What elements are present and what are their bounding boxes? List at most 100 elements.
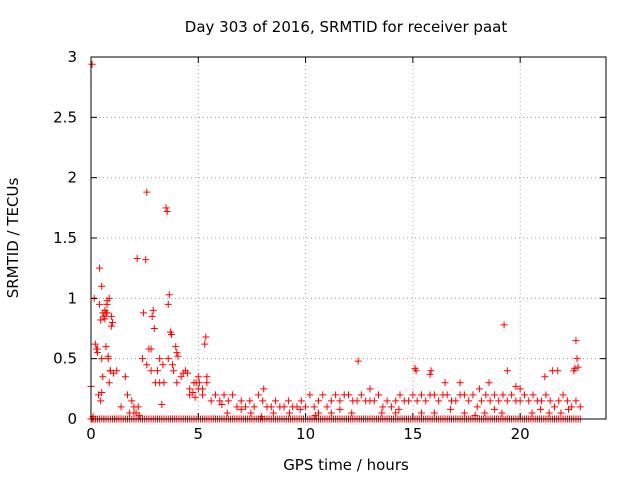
data-point — [512, 382, 520, 390]
data-point — [516, 385, 524, 393]
data-point — [319, 391, 327, 399]
data-point — [559, 391, 567, 399]
data-point — [93, 345, 101, 353]
data-point — [99, 373, 107, 381]
data-point — [537, 405, 545, 413]
data-point — [96, 264, 104, 272]
data-point — [545, 409, 553, 417]
data-point — [297, 397, 305, 405]
data-point — [123, 391, 131, 399]
data-point — [102, 343, 110, 351]
data-point — [395, 405, 403, 413]
data-point — [159, 361, 167, 369]
data-point — [218, 401, 226, 409]
data-point — [133, 255, 141, 263]
data-point — [173, 379, 181, 387]
data-point — [499, 391, 507, 399]
data-point — [542, 391, 550, 399]
data-point — [572, 397, 580, 405]
data-point — [140, 309, 148, 317]
data-point — [482, 391, 490, 399]
y-tick-label: 1.5 — [53, 229, 77, 247]
data-point — [572, 337, 580, 345]
data-point — [302, 403, 310, 411]
data-point — [135, 411, 143, 419]
data-point — [392, 397, 400, 405]
data-point — [573, 355, 581, 363]
data-point — [564, 405, 572, 413]
data-point — [486, 397, 494, 405]
data-point — [158, 401, 166, 409]
data-point — [478, 397, 486, 405]
y-axis-title: SRMTID / TECUs — [4, 178, 22, 299]
data-point — [189, 388, 197, 396]
axis-ticks: 0 5 10 15 20 0 0.5 1 1.5 2 2.5 3 — [53, 48, 606, 443]
data-point — [345, 391, 352, 399]
data-point — [427, 367, 435, 375]
data-point — [246, 397, 254, 405]
data-point — [139, 355, 146, 363]
y-tick-label: 2 — [67, 169, 77, 187]
data-point — [194, 373, 202, 381]
data-point — [98, 388, 106, 396]
data-point — [91, 340, 99, 348]
data-point — [383, 397, 391, 405]
data-point — [110, 369, 118, 377]
data-point — [195, 379, 203, 387]
data-point — [500, 321, 508, 329]
data-point — [430, 409, 438, 417]
data-point — [147, 367, 155, 375]
data-point — [354, 357, 362, 365]
data-point — [220, 391, 228, 399]
data-point — [412, 367, 420, 375]
data-point — [460, 409, 468, 417]
data-point — [101, 315, 109, 323]
data-point — [336, 405, 344, 413]
data-point — [557, 409, 565, 417]
data-point — [96, 300, 104, 308]
data-point — [475, 385, 483, 393]
data-point — [576, 403, 584, 411]
data-point — [441, 379, 449, 387]
data-point — [485, 379, 493, 387]
chart-title: Day 303 of 2016, SRMTID for receiver paa… — [185, 18, 508, 36]
data-point — [296, 405, 304, 413]
data-point — [495, 397, 503, 405]
data-point — [469, 391, 477, 399]
data-point — [327, 397, 335, 405]
x-tick-label: 10 — [296, 425, 315, 443]
data-point — [366, 385, 374, 393]
y-tick-label: 0.5 — [53, 350, 77, 368]
data-point — [375, 391, 383, 399]
data-point — [160, 379, 168, 387]
x-tick-label: 15 — [403, 425, 422, 443]
data-point — [224, 397, 232, 405]
data-point — [473, 403, 481, 411]
y-tick-label: 3 — [67, 48, 77, 66]
data-point — [546, 397, 554, 405]
data-point — [170, 367, 178, 375]
x-tick-label: 0 — [86, 425, 96, 443]
data-point — [128, 397, 136, 405]
data-point — [145, 345, 153, 353]
y-tick-label: 0 — [67, 410, 77, 428]
data-point — [379, 403, 387, 411]
data-point — [98, 282, 106, 290]
data-point — [396, 391, 404, 399]
data-point — [465, 397, 473, 405]
data-point — [177, 373, 185, 381]
data-point — [164, 300, 172, 308]
data-point — [237, 405, 245, 413]
data-point — [409, 391, 417, 399]
data-point — [199, 391, 207, 399]
data-point — [203, 373, 211, 381]
x-tick-label: 20 — [511, 425, 530, 443]
data-point — [103, 297, 111, 305]
x-tick-label: 5 — [194, 425, 204, 443]
grid-lines — [91, 57, 606, 419]
data-point — [169, 361, 177, 369]
data-point — [203, 379, 211, 387]
data-point — [541, 373, 549, 381]
data-point — [323, 403, 331, 411]
data-point — [173, 349, 181, 357]
